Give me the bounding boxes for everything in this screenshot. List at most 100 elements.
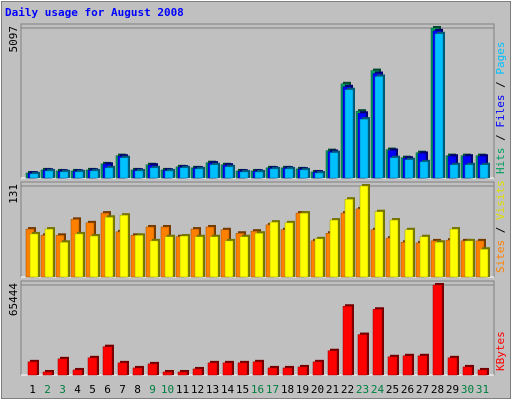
bar (179, 167, 189, 179)
bar (432, 284, 443, 376)
bar (387, 356, 398, 376)
bar (224, 240, 234, 278)
x-tick-label: 27 (416, 383, 429, 396)
bar (27, 361, 38, 376)
bar (89, 235, 99, 278)
bar (479, 164, 489, 179)
bar (312, 361, 323, 376)
bar (104, 217, 114, 278)
bar (344, 89, 354, 179)
bar (297, 366, 308, 376)
bar (239, 236, 249, 278)
x-tick-label: 22 (341, 383, 354, 396)
bar (402, 355, 413, 376)
x-tick-label: 7 (119, 383, 126, 396)
bar (72, 369, 83, 376)
bar (374, 76, 384, 179)
x-tick-label: 4 (74, 383, 81, 396)
bar (209, 236, 219, 278)
x-tick-label: 9 (149, 383, 156, 396)
legend-separator: / (494, 75, 507, 95)
x-tick-label: 28 (431, 383, 444, 396)
bar (134, 170, 144, 179)
x-tick-label: 31 (476, 383, 489, 396)
bar (147, 363, 158, 376)
x-tick-label: 20 (311, 383, 324, 396)
legend-entry: Hits (494, 148, 507, 175)
x-tick-label: 19 (296, 383, 309, 396)
x-tick-label: 29 (446, 383, 459, 396)
bar (222, 362, 233, 376)
bar (404, 229, 414, 278)
bar (477, 369, 488, 376)
bar (329, 152, 339, 179)
x-tick-label: 12 (191, 383, 204, 396)
bar (119, 214, 129, 278)
bar (342, 305, 353, 376)
bar (464, 164, 474, 179)
bar (149, 167, 159, 179)
chart-title: Daily usage for August 2008 (5, 6, 184, 19)
bar (314, 172, 324, 179)
x-tick-label: 1 (29, 383, 36, 396)
bar (59, 242, 69, 278)
bar (237, 362, 248, 376)
x-tick-label: 10 (161, 383, 174, 396)
bar (254, 232, 264, 278)
y-tick-label: 65444 (7, 283, 20, 316)
bar (224, 166, 234, 179)
plot-area (20, 280, 495, 376)
bar (74, 171, 84, 179)
bar (57, 358, 68, 376)
x-tick-label: 11 (176, 383, 189, 396)
legend-separator: / (494, 128, 507, 148)
x-tick-label: 25 (386, 383, 399, 396)
x-tick-label: 2 (44, 383, 51, 396)
bar (282, 367, 293, 376)
bar (44, 170, 54, 179)
bar (359, 185, 369, 278)
bar (194, 236, 204, 278)
bar (284, 168, 294, 179)
x-tick-label: 18 (281, 383, 294, 396)
bar (404, 159, 414, 179)
bar (299, 169, 309, 179)
legend-entry: Visits (494, 180, 507, 220)
legend-entry: KBytes (494, 331, 507, 371)
bar (344, 198, 354, 278)
bar (132, 367, 143, 376)
bar (357, 334, 368, 376)
legend-entry: Pages (494, 42, 507, 75)
bar (164, 236, 174, 278)
legend: KBytes (494, 331, 507, 371)
legend-entry: Sites (494, 240, 507, 273)
bar (464, 240, 474, 278)
legend-entry: Files (494, 95, 507, 128)
x-tick-label: 30 (461, 383, 474, 396)
bar (89, 170, 99, 179)
bar (314, 238, 324, 278)
bar (239, 171, 249, 179)
bar (479, 248, 489, 278)
legend-separator: / (494, 220, 507, 240)
bar (372, 309, 383, 376)
bar (374, 211, 384, 278)
bar (117, 362, 128, 376)
bar (207, 362, 218, 376)
bar (164, 170, 174, 179)
bar (162, 371, 173, 376)
bar (192, 368, 203, 376)
bar (419, 161, 429, 179)
plot-area (20, 23, 495, 179)
x-tick-label: 6 (104, 383, 111, 396)
x-tick-label: 16 (251, 383, 264, 396)
legend: Sites / Visits (494, 180, 507, 273)
bar (209, 164, 219, 179)
bar (119, 157, 129, 179)
bar (179, 235, 189, 278)
bar (417, 355, 428, 376)
x-tick-label: 23 (356, 383, 369, 396)
bar (269, 168, 279, 179)
bar (389, 157, 399, 179)
